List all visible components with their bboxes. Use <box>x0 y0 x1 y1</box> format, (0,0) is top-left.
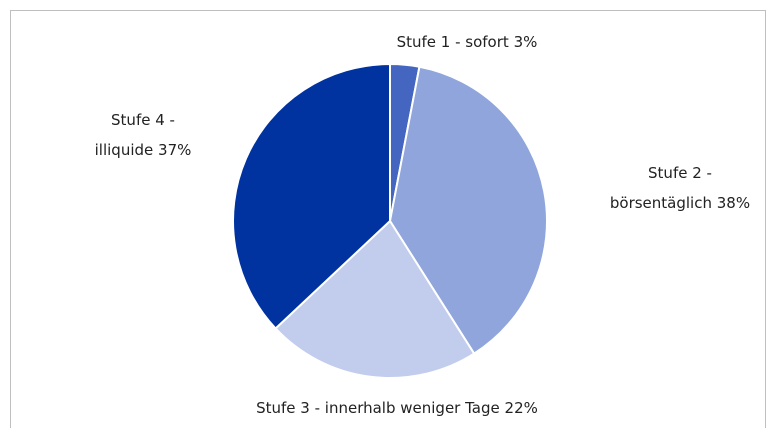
slice-label: Stufe 3 - innerhalb weniger Tage 22% <box>187 393 607 423</box>
slice-label: Stufe 2 - börsentäglich 38% <box>605 158 755 218</box>
value-label: 38% <box>716 194 751 212</box>
value-label: 3% <box>513 33 538 51</box>
category-label: Stufe 4 - illiquide <box>94 111 175 159</box>
slice-label: Stufe 4 - illiquide 37% <box>84 105 202 165</box>
category-label: Stufe 3 - innerhalb weniger Tage <box>256 399 500 417</box>
value-label: 37% <box>158 141 192 159</box>
slice-label: Stufe 1 - sofort 3% <box>337 27 597 57</box>
category-label: Stufe 1 - sofort <box>396 33 509 51</box>
pie-slice <box>232 62 391 330</box>
pie-slice <box>274 219 476 379</box>
value-label: 22% <box>504 399 538 417</box>
frame <box>10 10 766 428</box>
category-label: Stufe 2 - börsentäglich <box>609 164 712 212</box>
